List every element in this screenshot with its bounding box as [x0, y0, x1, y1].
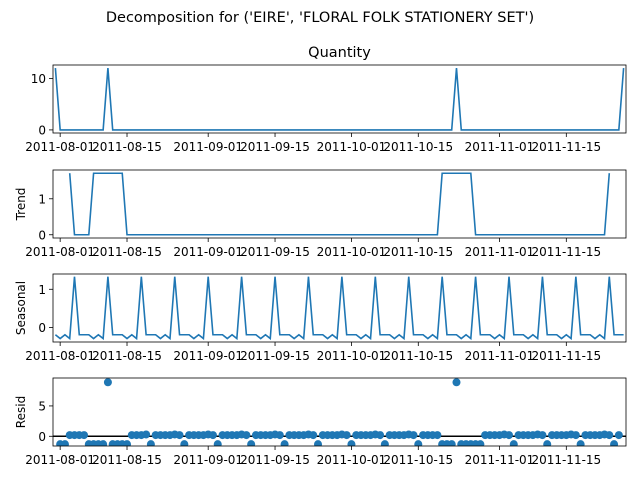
resid-point — [376, 431, 385, 440]
x-tick-label: 2011-08-01 — [25, 453, 95, 467]
x-tick-label: 2011-11-15 — [531, 140, 601, 154]
figure-suptitle: Decomposition for ('EIRE', 'FLORAL FOLK … — [106, 10, 534, 26]
x-tick-label: 2011-08-01 — [25, 349, 95, 363]
x-tick-label: 2011-10-15 — [383, 140, 453, 154]
x-tick-label: 2011-11-15 — [531, 453, 601, 467]
y-tick-label: 5 — [38, 399, 46, 413]
resid-point — [342, 431, 351, 440]
resid-point — [476, 440, 485, 446]
y-tick-label: 1 — [38, 283, 46, 297]
x-tick-label: 2011-09-01 — [173, 245, 243, 259]
y-tick-label: 10 — [31, 72, 46, 86]
x-tick-label: 2011-08-15 — [92, 245, 162, 259]
y-tick-label: 0 — [38, 321, 46, 335]
x-tick-label: 2011-11-15 — [531, 245, 601, 259]
x-tick-label: 2011-09-15 — [240, 453, 310, 467]
resid-point — [175, 431, 184, 440]
resid-point — [509, 440, 518, 446]
x-tick-label: 2011-08-15 — [92, 453, 162, 467]
x-tick-label: 2011-10-15 — [383, 453, 453, 467]
y-axis-label: Resid — [14, 396, 28, 428]
x-tick-label: 2011-08-15 — [92, 349, 162, 363]
resid-point — [213, 440, 222, 446]
series-line — [54, 68, 625, 131]
x-tick-label: 2011-09-15 — [240, 349, 310, 363]
x-tick-label: 2011-10-01 — [317, 140, 387, 154]
y-tick-label: 0 — [38, 123, 46, 137]
resid-point — [605, 431, 614, 440]
axes-frame — [52, 169, 627, 239]
resid-point — [452, 378, 461, 387]
resid-point — [571, 431, 580, 440]
resid-point — [208, 431, 217, 440]
resid-point — [280, 440, 289, 446]
resid-point — [576, 440, 585, 446]
x-tick-label: 2011-10-15 — [383, 349, 453, 363]
x-tick-label: 2011-11-01 — [465, 140, 535, 154]
x-tick-label: 2011-10-01 — [317, 453, 387, 467]
resid-point — [146, 440, 155, 446]
resid-point — [242, 431, 251, 440]
y-tick-label: 0 — [38, 228, 46, 242]
axes-frame — [52, 64, 627, 134]
y-axis-label: Seasonal — [14, 281, 28, 335]
x-tick-label: 2011-11-01 — [465, 453, 535, 467]
x-tick-label: 2011-10-01 — [317, 349, 387, 363]
x-tick-label: 2011-11-15 — [531, 349, 601, 363]
x-tick-label: 2011-11-01 — [465, 245, 535, 259]
resid-point — [433, 431, 442, 440]
x-tick-label: 2011-09-01 — [173, 140, 243, 154]
resid-point — [538, 431, 547, 440]
resid-point — [99, 440, 108, 446]
resid-point — [409, 431, 418, 440]
resid-point — [60, 440, 69, 446]
resid-point — [610, 440, 619, 446]
resid-point — [275, 431, 284, 440]
x-tick-label: 2011-10-01 — [317, 245, 387, 259]
y-axis-label: Trend — [14, 188, 28, 222]
resid-point — [614, 431, 623, 440]
resid-point — [414, 440, 423, 446]
x-tick-label: 2011-09-01 — [173, 349, 243, 363]
resid-point — [505, 431, 514, 440]
y-tick-label: 0 — [38, 430, 46, 444]
x-tick-label: 2011-09-15 — [240, 245, 310, 259]
y-tick-label: 1 — [38, 192, 46, 206]
series-line — [54, 276, 624, 341]
x-tick-label: 2011-08-15 — [92, 140, 162, 154]
resid-point — [447, 440, 456, 446]
resid-point — [247, 440, 256, 446]
axes-frame — [52, 377, 627, 447]
series-line — [68, 172, 611, 236]
resid-point — [380, 440, 389, 446]
x-tick-label: 2011-11-01 — [465, 349, 535, 363]
panel-title: Quantity — [308, 45, 371, 61]
resid-point — [347, 440, 356, 446]
resid-point — [103, 378, 112, 387]
resid-point — [80, 431, 89, 440]
x-tick-label: 2011-09-01 — [173, 453, 243, 467]
resid-point — [314, 440, 323, 446]
x-tick-label: 2011-09-15 — [240, 140, 310, 154]
axes-frame — [52, 273, 627, 343]
resid-point — [142, 430, 151, 439]
x-tick-label: 2011-08-01 — [25, 140, 95, 154]
resid-point — [309, 431, 318, 440]
resid-point — [180, 440, 189, 446]
x-tick-label: 2011-10-15 — [383, 245, 453, 259]
resid-point — [543, 440, 552, 446]
resid-point — [123, 440, 132, 446]
x-tick-label: 2011-08-01 — [25, 245, 95, 259]
